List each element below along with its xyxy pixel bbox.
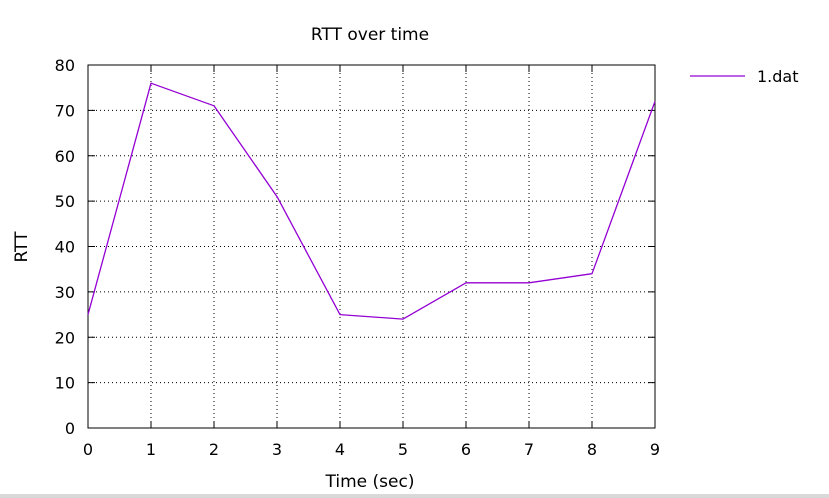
window-bottom-edge [0,494,829,498]
y-tick-label: 40 [55,238,75,257]
grid [88,65,655,428]
x-tick-label: 5 [398,440,408,459]
series-line-0 [87,82,656,320]
x-tick-label: 3 [272,440,282,459]
x-tick-label: 0 [83,440,93,459]
series-layer [87,82,656,320]
x-tick-label: 7 [524,440,534,459]
legend-label-1dat: 1.dat [757,67,799,86]
chart-title: RTT over time [311,25,429,45]
plot-frame [87,64,656,429]
x-tick-label: 6 [461,440,471,459]
y-tick-label: 10 [55,374,75,393]
x-axis-label: Time (sec) [325,472,415,492]
y-axis-ticks: 0 10 20 30 40 50 60 70 80 [55,56,655,438]
y-tick-label: 70 [55,101,75,120]
y-tick-label: 0 [65,419,75,438]
legend: 1.dat [690,67,799,86]
y-tick-label: 20 [55,328,75,347]
x-tick-label: 8 [587,440,597,459]
x-tick-label: 2 [209,440,219,459]
y-tick-label: 30 [55,283,75,302]
x-tick-label: 1 [146,440,156,459]
x-tick-label: 4 [335,440,345,459]
x-tick-label: 9 [650,440,660,459]
y-tick-label: 50 [55,192,75,211]
y-axis-label: RTT [12,231,32,263]
y-tick-label: 60 [55,147,75,166]
y-tick-label: 80 [55,56,75,75]
x-axis-ticks: 0 1 2 3 4 5 6 7 8 9 [83,65,660,459]
